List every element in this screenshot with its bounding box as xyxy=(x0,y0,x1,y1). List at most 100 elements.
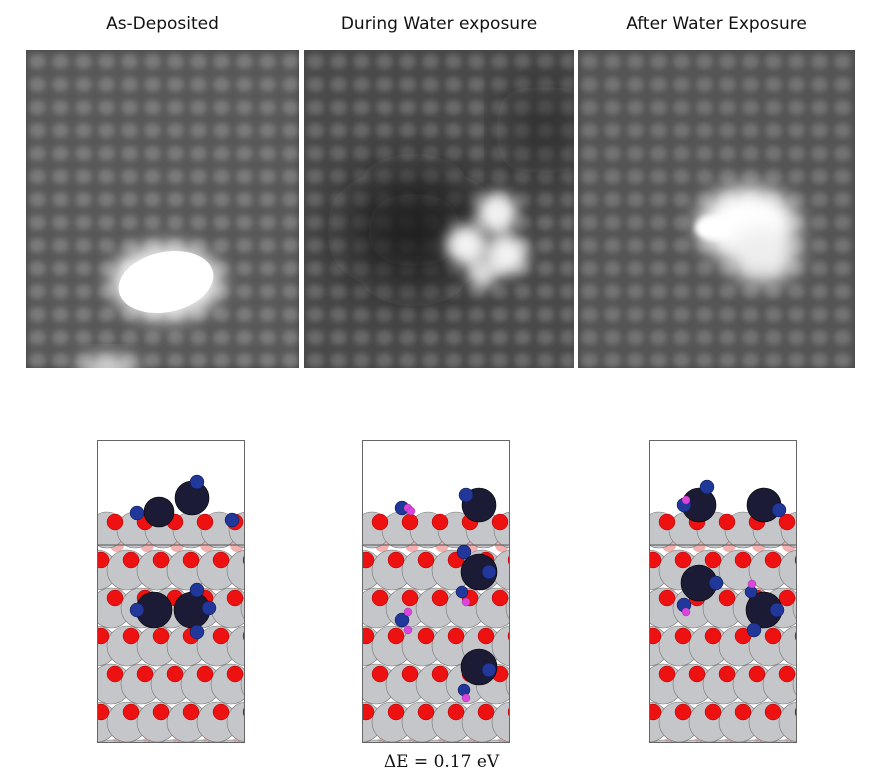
oxygen-atom xyxy=(97,703,110,721)
oxygen-atom xyxy=(97,627,110,645)
oxygen-atom xyxy=(718,589,736,607)
adsorbate-atom xyxy=(746,622,762,638)
oxygen-atom xyxy=(704,703,722,721)
oxygen-atom xyxy=(212,703,230,721)
oxygen-atom xyxy=(778,589,796,607)
oxygen-atom xyxy=(748,665,766,683)
adsorbate-atom xyxy=(481,662,497,678)
stm-image-during-water xyxy=(304,50,574,368)
hydrogen-atom xyxy=(461,597,471,607)
oxygen-atom xyxy=(764,703,782,721)
panel-title-as-deposited: As-Deposited xyxy=(106,14,219,34)
oxygen-atom xyxy=(212,551,230,569)
oxygen-atom xyxy=(431,513,449,531)
oxygen-atom xyxy=(674,703,692,721)
substrate-metal-atom xyxy=(226,701,245,743)
oxygen-atom xyxy=(447,627,465,645)
model-frame xyxy=(97,440,245,743)
oxygen-atom xyxy=(371,513,389,531)
oxygen-atom xyxy=(212,627,230,645)
adsorbate-atom xyxy=(129,505,145,521)
adsorbate-atom xyxy=(129,602,145,618)
substrate-metal-atom xyxy=(491,701,510,743)
oxygen-atom xyxy=(447,703,465,721)
oxygen-atom xyxy=(778,665,796,683)
oxygen-atom xyxy=(688,665,706,683)
oxygen-atom xyxy=(477,703,495,721)
oxygen-atom xyxy=(764,551,782,569)
oxygen-atom xyxy=(362,551,375,569)
substrate-metal-atom xyxy=(226,549,245,591)
oxygen-atom xyxy=(122,627,140,645)
adsorbate-atom xyxy=(189,582,205,598)
substrate-metal-atom xyxy=(778,549,797,591)
oxygen-atom xyxy=(152,703,170,721)
oxygen-atom xyxy=(387,627,405,645)
oxygen-atom xyxy=(417,551,435,569)
cluster-metal-atom xyxy=(460,553,498,591)
oxygen-atom xyxy=(718,513,736,531)
substrate-metal-atom xyxy=(491,625,510,667)
oxygen-atom xyxy=(182,703,200,721)
oxygen-atom xyxy=(106,665,124,683)
adsorbate-atom xyxy=(455,585,469,599)
oxygen-atom xyxy=(401,589,419,607)
oxygen-atom xyxy=(778,513,796,531)
panel-title-after-water: After Water Exposure xyxy=(626,14,807,34)
adsorbate-atom xyxy=(699,479,715,495)
oxygen-atom xyxy=(718,665,736,683)
structure-model-as-deposited xyxy=(97,440,245,743)
oxygen-atom xyxy=(196,665,214,683)
oxygen-atom xyxy=(152,551,170,569)
oxygen-atom xyxy=(491,589,509,607)
oxygen-atom xyxy=(226,665,244,683)
oxygen-atom xyxy=(97,551,110,569)
oxygen-atom xyxy=(431,665,449,683)
hydrogen-atom xyxy=(681,495,691,505)
oxygen-atom xyxy=(196,513,214,531)
structure-model-during-water xyxy=(362,440,510,743)
oxygen-atom xyxy=(122,703,140,721)
oxygen-atom xyxy=(371,589,389,607)
oxygen-atom xyxy=(106,513,124,531)
adsorbate-atom xyxy=(394,612,410,628)
adsorbate-atom xyxy=(457,683,471,697)
adsorbate-atom xyxy=(189,624,205,640)
oxygen-atom xyxy=(362,627,375,645)
adsorbate-atom xyxy=(456,544,472,560)
adsorbate-atom xyxy=(201,600,217,616)
structure-model-after-water xyxy=(649,440,797,743)
oxygen-atom xyxy=(401,513,419,531)
oxygen-atom xyxy=(122,551,140,569)
oxygen-atom xyxy=(387,551,405,569)
substrate-metal-atom xyxy=(778,701,797,743)
oxygen-atom xyxy=(136,665,154,683)
oxygen-atom xyxy=(387,703,405,721)
oxygen-atom xyxy=(417,703,435,721)
oxygen-atom xyxy=(371,665,389,683)
oxygen-atom xyxy=(734,551,752,569)
oxygen-atom xyxy=(674,551,692,569)
stm-image-as-deposited xyxy=(26,50,299,368)
adsorbate-atom xyxy=(224,512,240,528)
energy-label: ΔE = 0.17 eV xyxy=(383,752,500,772)
stm-image-after-water xyxy=(578,50,855,368)
oxygen-atom xyxy=(362,703,375,721)
oxygen-atom xyxy=(491,513,509,531)
adsorbate-atom xyxy=(708,575,724,591)
hydrogen-atom xyxy=(403,607,413,617)
hydrogen-atom xyxy=(681,607,691,617)
hydrogen-atom xyxy=(403,625,413,635)
oxygen-atom xyxy=(417,627,435,645)
model-frame xyxy=(649,440,797,743)
oxygen-atom xyxy=(704,627,722,645)
oxygen-atom xyxy=(106,589,124,607)
adsorbate-atom xyxy=(771,502,787,518)
oxygen-atom xyxy=(734,703,752,721)
hydrogen-atom xyxy=(747,579,757,589)
oxygen-atom xyxy=(152,627,170,645)
oxygen-atom xyxy=(658,513,676,531)
hydrogen-atom xyxy=(461,693,471,703)
oxygen-atom xyxy=(649,703,662,721)
oxygen-atom xyxy=(649,627,662,645)
